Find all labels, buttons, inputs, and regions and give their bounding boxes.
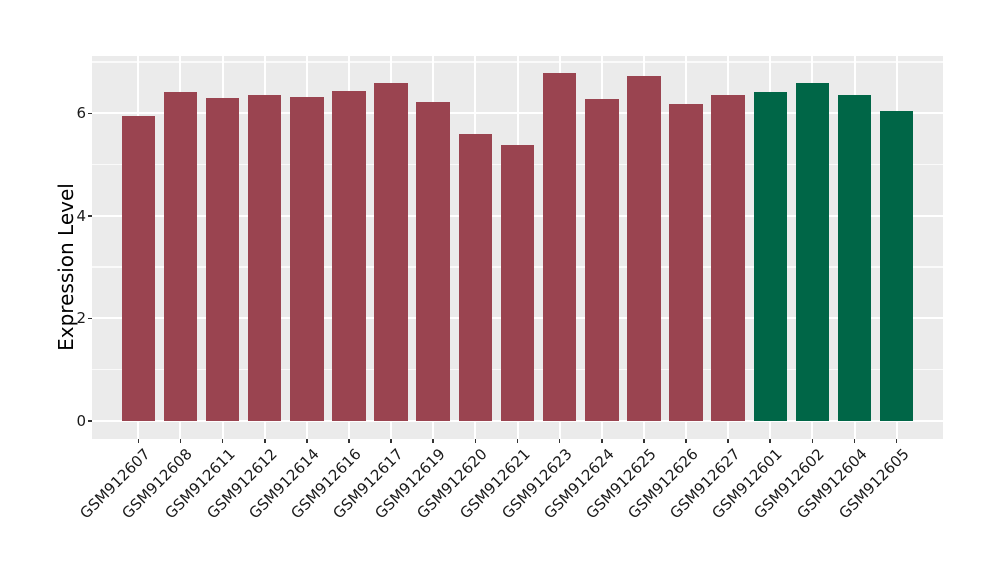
bar-GSM912627 xyxy=(711,95,745,421)
bar-GSM912608 xyxy=(163,92,198,421)
x-tick xyxy=(811,439,814,443)
y-tick xyxy=(88,215,92,217)
x-tick xyxy=(263,439,266,443)
y-tick-label: 4 xyxy=(76,206,86,225)
y-tick xyxy=(88,112,92,115)
bar-GSM912621 xyxy=(500,145,535,421)
x-tick xyxy=(306,439,308,443)
y-tick-label: 2 xyxy=(76,309,86,328)
bar-GSM912607 xyxy=(121,115,156,421)
bar-GSM912617 xyxy=(374,83,408,421)
x-tick xyxy=(137,439,140,443)
x-tick xyxy=(221,439,224,443)
bar-GSM912620 xyxy=(458,133,493,421)
bar-GSM912624 xyxy=(585,99,619,421)
y-axis-title: Expression Level xyxy=(54,183,78,351)
y-tick xyxy=(88,420,92,422)
bar-GSM912604 xyxy=(837,94,872,421)
x-tick xyxy=(685,439,687,443)
bar-GSM912601 xyxy=(753,92,788,421)
bar-GSM912623 xyxy=(542,73,577,421)
x-tick xyxy=(432,439,435,443)
x-tick xyxy=(474,439,477,443)
y-tick-label: 0 xyxy=(76,412,86,430)
bar-GSM912626 xyxy=(669,104,703,421)
x-tick xyxy=(600,439,603,443)
bar-GSM912605 xyxy=(879,110,914,421)
plot-panel xyxy=(92,56,943,439)
x-tick xyxy=(895,439,898,443)
bar-GSM912619 xyxy=(416,102,450,421)
x-tick xyxy=(643,439,645,443)
x-tick xyxy=(727,439,729,443)
x-tick xyxy=(516,439,519,443)
bar-GSM912602 xyxy=(795,83,830,421)
x-tick xyxy=(348,439,350,443)
y-tick xyxy=(88,317,92,320)
bar-GSM912612 xyxy=(247,94,282,421)
x-tick xyxy=(179,439,182,443)
bar-GSM912611 xyxy=(205,98,240,421)
x-tick xyxy=(390,439,392,443)
bar-GSM912616 xyxy=(332,90,366,421)
y-tick-label: 6 xyxy=(76,104,86,123)
x-tick xyxy=(558,439,561,443)
x-tick xyxy=(853,439,856,443)
x-tick xyxy=(769,439,772,443)
bar-GSM912614 xyxy=(290,97,324,421)
bar-GSM912625 xyxy=(627,75,661,421)
